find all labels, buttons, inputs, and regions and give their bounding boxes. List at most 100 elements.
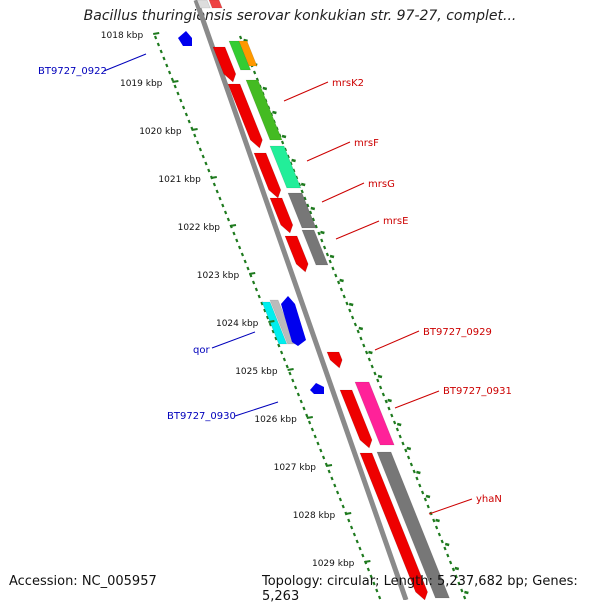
ruler-minor-tick — [300, 182, 306, 187]
ruler-minor-tick — [272, 110, 277, 115]
ruler-minor-tick — [358, 326, 364, 331]
gene-reverse-qor — [281, 296, 306, 346]
ruler-minor-tick — [416, 470, 421, 475]
kbp-tick-mark — [268, 320, 275, 323]
gene-label-leader — [374, 330, 420, 351]
kbp-tick-label: 1021 kbp — [158, 175, 201, 185]
gene-label: mrsG — [368, 179, 395, 190]
kbp-tick-label: 1023 kbp — [197, 271, 240, 281]
kbp-tick-label: 1025 kbp — [235, 367, 278, 377]
gene-features — [178, 0, 450, 600]
kbp-tick-label: 1027 kbp — [274, 463, 317, 473]
kbp-tick-mark — [153, 32, 160, 35]
kbp-tick-mark — [345, 512, 352, 515]
gene-label: mrsF — [354, 138, 379, 149]
kbp-tick-mark — [287, 368, 294, 371]
ruler-minor-tick — [329, 254, 335, 259]
ruler-minor-tick — [262, 86, 268, 91]
kbp-tick-label: 1024 kbp — [216, 319, 259, 329]
kbp-tick-mark — [364, 560, 371, 563]
gene-forward-yhan — [359, 452, 428, 600]
kbp-tick-label: 1018 kbp — [101, 31, 144, 41]
cog-block-grey-2 — [301, 229, 329, 266]
gene-forward-mrsg — [269, 197, 294, 234]
kbp-tick-mark — [210, 176, 217, 179]
feature-top-red — [208, 0, 223, 9]
kbp-tick-label: 1028 kbp — [293, 511, 336, 521]
ruler-minor-tick — [310, 206, 316, 211]
kbp-tick-label: 1026 kbp — [254, 415, 297, 425]
gene-label-leader — [103, 53, 147, 72]
ruler-minor-tick — [396, 422, 402, 427]
feature-top-grey — [196, 0, 211, 9]
gene-forward-0929 — [326, 351, 343, 369]
ruler-minor-tick — [454, 566, 460, 571]
gene-label: mrsK2 — [332, 78, 364, 89]
gene-label: BT9727_0931 — [443, 386, 512, 397]
ruler-minor-tick — [281, 134, 287, 139]
gene-forward-mrse — [284, 235, 309, 273]
ruler-minor-tick — [435, 518, 440, 523]
gene-label-leader — [335, 220, 380, 240]
gene-label-leader — [283, 81, 329, 102]
gene-forward-mrsf — [253, 152, 282, 199]
ruler-minor-tick — [368, 350, 373, 355]
kbp-tick-label: 1019 kbp — [120, 79, 163, 89]
gene-label: BT9727_0922 — [38, 66, 107, 77]
gene-reverse-0930 — [310, 383, 324, 394]
gene-label-leader — [306, 141, 351, 162]
gene-label: yhaN — [476, 494, 502, 505]
ruler-minor-tick — [406, 446, 412, 451]
kbp-tick-label: 1020 kbp — [139, 127, 182, 137]
gene-label: mrsE — [383, 216, 408, 227]
gene-forward-1 — [212, 46, 237, 83]
gene-label: qor — [193, 345, 210, 356]
ruler-minor-tick — [320, 230, 325, 235]
kbp-tick-mark — [249, 272, 256, 275]
ruler-minor-tick — [387, 398, 392, 403]
cog-block-grey-1 — [287, 192, 317, 229]
kbp-tick-mark — [172, 80, 179, 83]
kbp-tick-mark — [306, 416, 313, 419]
ruler-minor-tick — [377, 374, 383, 379]
kbp-tick-label: 1022 kbp — [178, 223, 221, 233]
ruler-minor-tick — [348, 302, 354, 307]
cog-block-grey-3 — [376, 451, 450, 599]
ruler-dotted-lines — [153, 35, 469, 600]
kbp-tick-mark — [229, 224, 237, 227]
cog-block-cyan — [261, 301, 288, 345]
ruler-minor-tick — [339, 278, 344, 283]
kbp-ticks: 1018 kbp 1019 kbp 1020 kbp 1021 kbp 1022 kbp… — [101, 31, 371, 569]
gene-forward-0931 — [339, 389, 373, 449]
ruler-minor-tick — [444, 542, 450, 547]
gene-label-leader — [211, 331, 256, 349]
ruler-minor-tick — [425, 494, 431, 499]
gene-labels: BT9727_0922 mrsK2 mrsF mrsG mrsE qor BT9727_09… — [38, 53, 512, 515]
gene-label: BT9727_0929 — [423, 327, 492, 338]
gene-label-leader — [428, 498, 473, 515]
ruler-left — [153, 35, 382, 600]
gene-label-leader — [234, 401, 279, 417]
map-title: Bacillus thuringiensis serovar konkukian… — [83, 8, 517, 24]
cog-block-green-1 — [228, 40, 252, 71]
gene-label-leader — [394, 390, 440, 409]
accession-text: Accession: NC_005957 — [9, 574, 157, 589]
ruler-right — [238, 35, 467, 600]
backbone-line — [193, 0, 409, 600]
ruler-minor-tick — [243, 38, 248, 43]
gene-reverse-0922 — [178, 31, 192, 46]
cog-block-teal — [269, 145, 302, 189]
kbp-tick-mark — [325, 464, 333, 467]
kbp-tick-mark — [191, 128, 198, 131]
kbp-tick-label: 1029 kbp — [312, 559, 355, 569]
ruler-minor-tick — [464, 590, 469, 595]
cog-block-orange — [238, 40, 258, 67]
cog-block-pink — [354, 381, 395, 446]
cog-block-green-2 — [245, 79, 283, 141]
gene-label-leader — [321, 182, 365, 203]
gene-label: BT9727_0930 — [167, 411, 236, 422]
ruler-minor-tick — [291, 158, 296, 163]
genome-backbone — [193, 0, 409, 600]
gene-forward-mrsk2 — [227, 83, 263, 149]
